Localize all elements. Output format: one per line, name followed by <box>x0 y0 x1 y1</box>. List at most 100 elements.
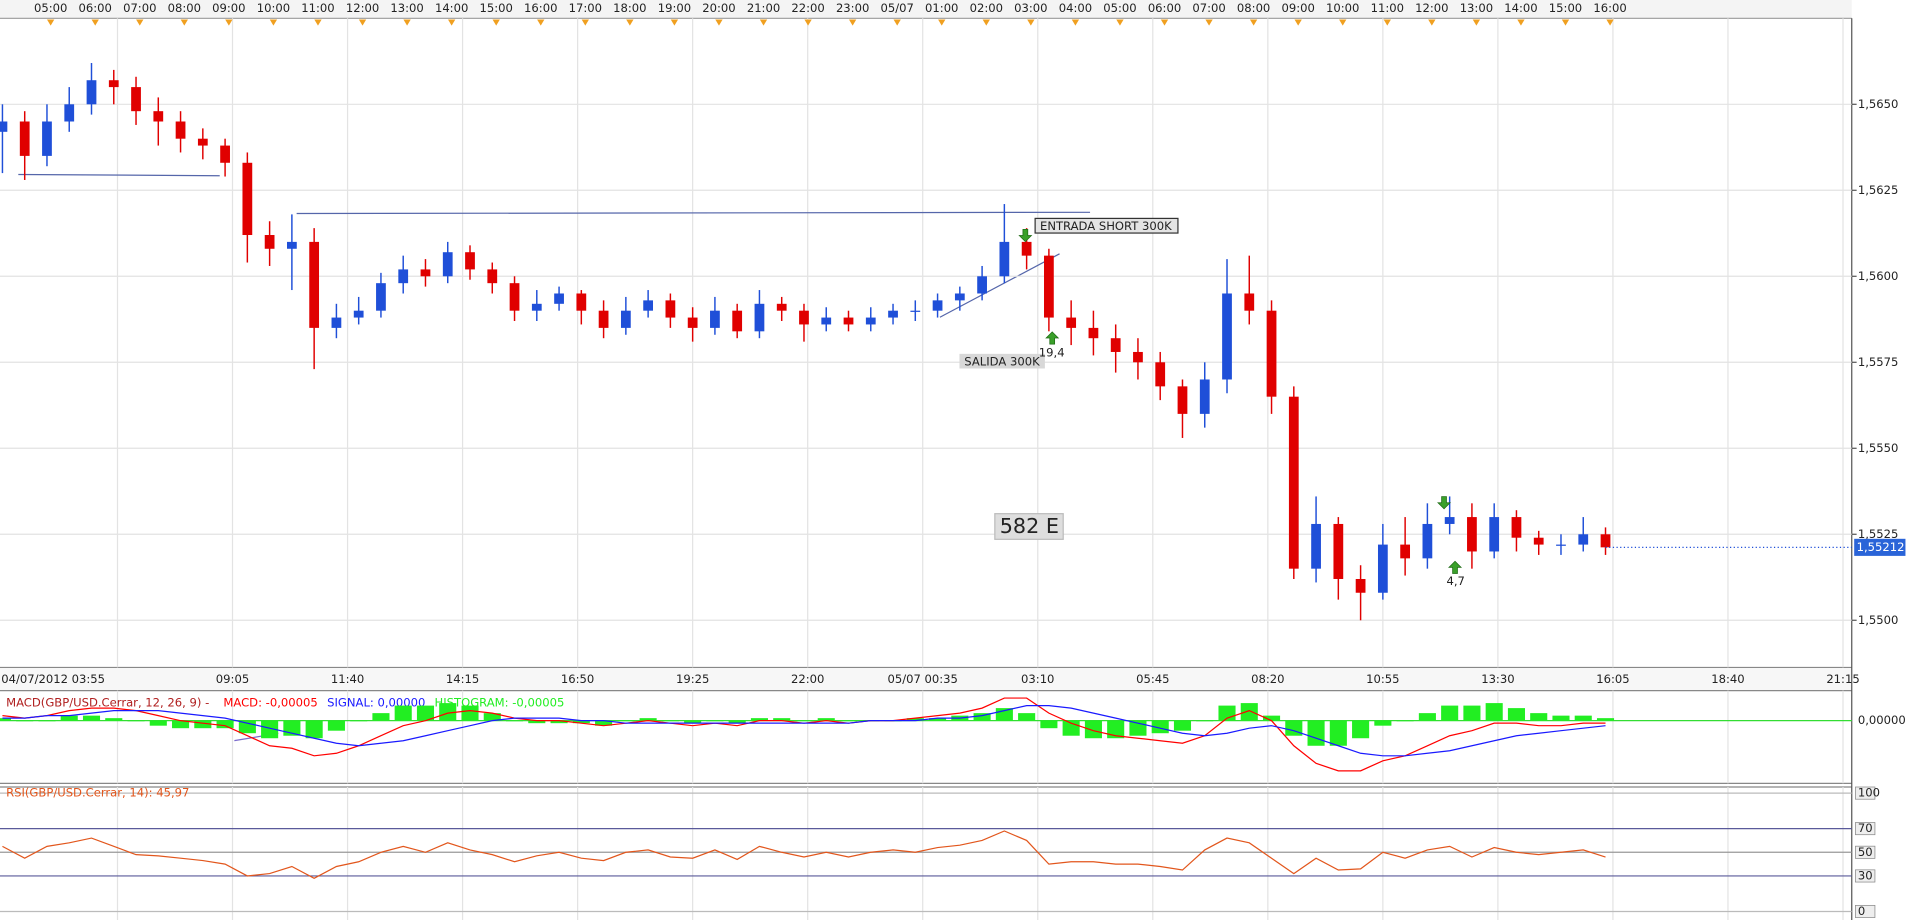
histogram-bar <box>194 720 212 729</box>
x-tick-label: 22:00 <box>791 672 824 686</box>
time-marker <box>1160 19 1169 26</box>
x-tick-label: 10:55 <box>1366 672 1399 686</box>
y-tick-label: 1,5625 <box>1858 183 1899 197</box>
time-marker <box>848 19 857 26</box>
trade-arrow <box>1448 560 1463 574</box>
histogram-bar <box>0 718 11 721</box>
histogram-bar <box>461 705 479 721</box>
top-time-label: 09:00 <box>212 1 245 15</box>
x-tick-label: 16:05 <box>1596 672 1629 686</box>
y-tick-label: 1,5500 <box>1858 613 1899 627</box>
x-tick-label: 14:15 <box>446 672 479 686</box>
histogram-bar <box>1285 720 1303 736</box>
histogram-bar <box>327 720 345 731</box>
histogram-bar <box>1507 708 1525 721</box>
top-time-label: 09:00 <box>1281 1 1314 15</box>
candle-body <box>398 269 409 284</box>
candle-body <box>1333 523 1344 579</box>
x-tick-label: 11:40 <box>331 672 364 686</box>
indicator-line <box>2 704 1606 757</box>
candle-body <box>465 252 475 270</box>
histogram-bar <box>82 715 101 721</box>
x-tick-label: 16:50 <box>561 672 594 686</box>
y-tick-label: 70 <box>1858 821 1873 835</box>
x-tick-label: 03:10 <box>1021 672 1054 686</box>
candle-body <box>264 235 275 249</box>
candle-body <box>86 80 97 105</box>
last-price-label: 1,55212 <box>1857 540 1905 554</box>
y-tick-box <box>1855 904 1876 918</box>
candle-body <box>242 162 253 236</box>
annotation: ENTRADA SHORT 300K <box>1040 219 1172 233</box>
histogram-bar <box>839 720 858 722</box>
histogram-bar <box>750 718 768 721</box>
histogram-bar <box>1463 705 1481 721</box>
candle-body <box>509 283 520 311</box>
last-price-box <box>1854 538 1906 556</box>
time-marker <box>91 19 99 26</box>
candle-body <box>576 293 587 311</box>
panel-title: RSI(GBP/USD.Cerrar, 14): 45,97 <box>6 786 189 800</box>
top-time-label: 06:00 <box>1148 1 1181 15</box>
candle-body <box>1066 317 1077 328</box>
candle-body <box>131 87 141 112</box>
time-marker <box>537 19 545 26</box>
top-time-label: 18:00 <box>613 1 646 15</box>
histogram-bar <box>1196 720 1214 722</box>
y-tick-box <box>1855 786 1876 800</box>
time-marker <box>1071 19 1080 26</box>
candle-body <box>999 241 1010 277</box>
histogram-bar <box>172 720 190 729</box>
x-tick-label: 08:20 <box>1251 672 1284 686</box>
candle-body <box>1533 537 1544 545</box>
trade-arrow <box>1018 229 1033 243</box>
time-marker <box>982 19 990 26</box>
drawn-line <box>18 173 220 177</box>
candle-body <box>598 310 609 328</box>
top-time-label: 01:00 <box>925 1 958 15</box>
histogram-bar <box>505 720 524 722</box>
candle-body <box>1444 517 1455 524</box>
candle-body <box>487 269 498 284</box>
histogram-bar <box>1262 715 1281 721</box>
histogram-bar <box>706 720 724 722</box>
candle-body <box>309 241 320 328</box>
candle-body <box>1177 386 1188 414</box>
y-tick-box <box>1855 845 1876 859</box>
time-marker <box>492 19 500 26</box>
candle-body <box>1021 241 1032 256</box>
candle-body <box>1199 379 1210 414</box>
candle-body <box>821 317 832 325</box>
top-time-label: 07:00 <box>123 1 156 15</box>
histogram-bar <box>394 705 412 721</box>
candle-body <box>1511 517 1522 538</box>
histogram-bar <box>572 720 590 724</box>
trade-arrow <box>1045 331 1060 345</box>
histogram-bar <box>1084 720 1102 739</box>
histogram-bar <box>127 720 145 722</box>
histogram-bar <box>1596 718 1615 721</box>
histogram-bar <box>550 720 568 724</box>
y-tick-label: 1,5550 <box>1858 441 1899 455</box>
top-time-label: 15:00 <box>1549 1 1582 15</box>
histogram-bar <box>238 720 256 734</box>
y-tick-label: 1,5525 <box>1858 527 1899 541</box>
panel-title: MACD(GBP/USD.Cerrar, 12, 26, 9) - <box>6 695 209 709</box>
candle-body <box>865 317 876 325</box>
annotation-box <box>959 353 1045 369</box>
candle-body <box>108 80 119 88</box>
x-tick-label: 18:40 <box>1711 672 1744 686</box>
annotation: 4,7 <box>1446 574 1464 588</box>
histogram-bar <box>973 713 991 721</box>
candle-body <box>442 252 453 277</box>
x-tick-label: 09:05 <box>216 672 249 686</box>
time-marker <box>1517 19 1525 26</box>
annotation-box <box>1034 217 1179 234</box>
top-time-label: 17:00 <box>569 1 602 15</box>
time-marker <box>46 19 55 26</box>
time-marker <box>136 19 144 26</box>
time-marker <box>893 19 901 26</box>
time-marker <box>1428 19 1436 26</box>
